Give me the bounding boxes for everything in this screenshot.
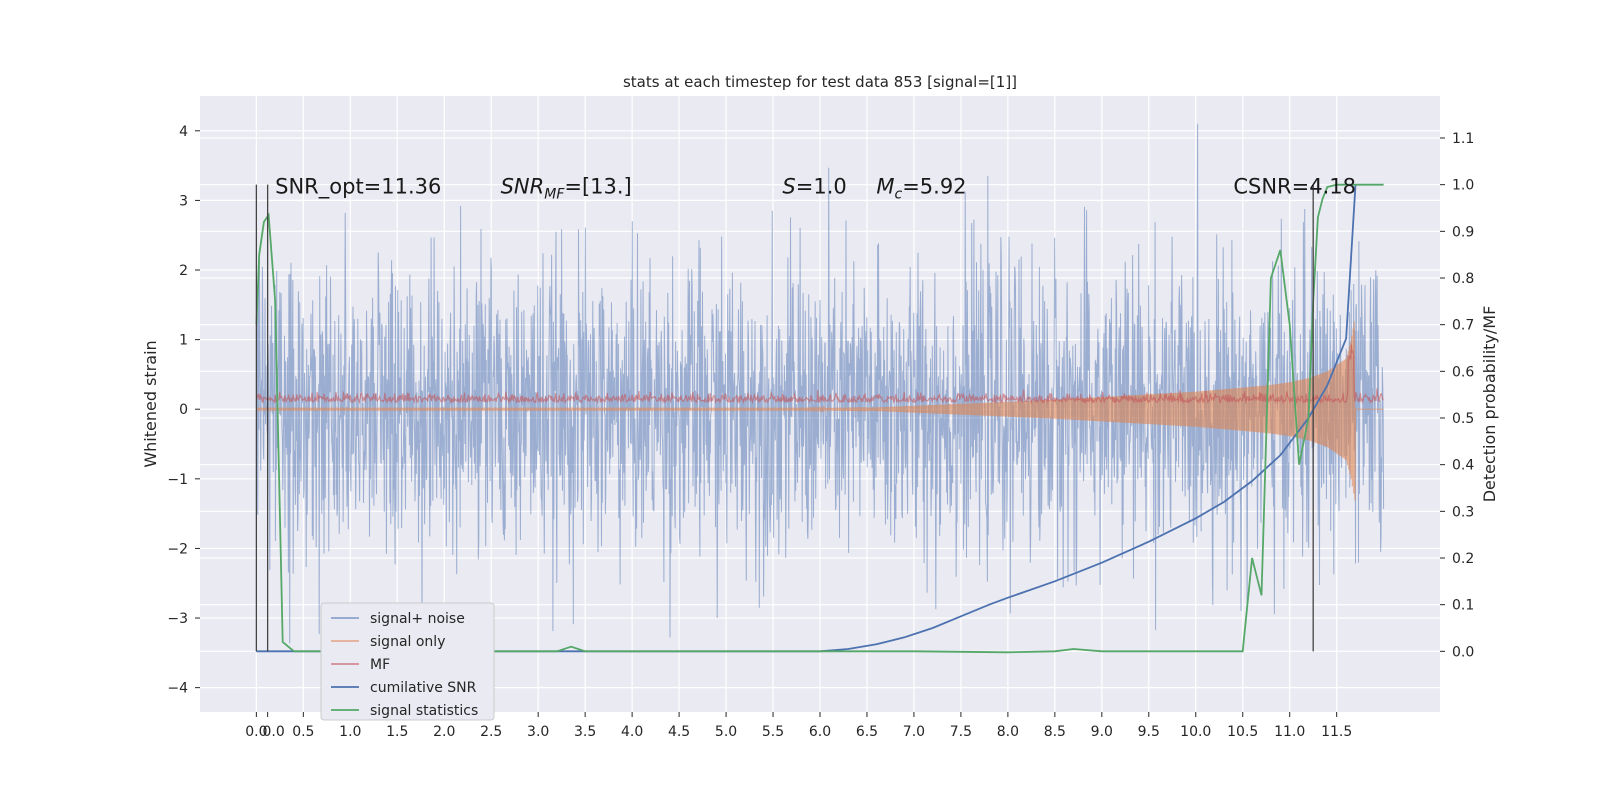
axis-layer: 0.0 0.5 1.0 1.5 2.0 2.5 3.0 3.5 4.0 4.5 5.0 5.5 6.0 6…	[167, 124, 1474, 740]
x-tick-label: 11.0	[1274, 724, 1305, 740]
y-axis-right-label: Detection probability/MF	[1480, 306, 1499, 503]
x-tick-label: 4.5	[668, 724, 690, 740]
annotation-text: SNRMF=[13.]	[501, 174, 632, 202]
x-tick-label: 6.0	[809, 724, 831, 740]
y-right-tick-label: 0.4	[1452, 458, 1474, 474]
legend-label: MF	[370, 657, 390, 673]
legend-label: signal statistics	[370, 703, 478, 719]
x-tick-label: 10.5	[1227, 724, 1258, 740]
x-tick-label: 1.0	[339, 724, 361, 740]
y-left-tick-label: 3	[179, 193, 188, 209]
x-tick-label: 3.5	[574, 724, 596, 740]
annotation-text: Mc=5.92	[876, 174, 966, 202]
series-mf	[255, 344, 1384, 405]
x-tick-label: 7.0	[903, 724, 925, 740]
y-left-tick-label: 4	[179, 124, 188, 140]
x-tick-label: 6.5	[856, 724, 878, 740]
x-tick-label: 5.0	[715, 724, 737, 740]
y-left-tick-label: −4	[167, 681, 188, 697]
y-right-tick-label: 1.1	[1452, 131, 1474, 147]
x-tick-label: 11.5	[1321, 724, 1352, 740]
y-right-tick-label: 0.2	[1452, 551, 1474, 567]
x-tick-label: 0.0	[245, 724, 267, 740]
y-right-tick-label: 0.8	[1452, 271, 1474, 287]
x-tick-label: 3.0	[527, 724, 549, 740]
x-tick-label: 5.5	[762, 724, 784, 740]
x-tick-label: 2.5	[480, 724, 502, 740]
y-left-tick-label: −1	[167, 472, 188, 488]
x-tick-label: 9.0	[1091, 724, 1113, 740]
y-axis-left-label: Whitened strain	[141, 340, 160, 467]
annotation-text: CSNR=4.18	[1233, 174, 1356, 198]
y-right-tick-label: 0.1	[1452, 598, 1474, 614]
y-right-tick-label: 0.9	[1452, 224, 1474, 240]
x-tick-label: 2.0	[433, 724, 455, 740]
y-left-tick-label: 2	[179, 263, 188, 279]
annotation-layer: SNR_opt=11.36 SNRMF=[13.] S=1.0 Mc=5.92 CSNR…	[255, 174, 1356, 652]
legend: signal+ noise signal only MF cumilative SNR…	[320, 602, 495, 721]
annotation-text: S=1.0	[782, 174, 846, 198]
legend-label: cumilative SNR	[370, 680, 477, 696]
x-tick-label: 8.0	[997, 724, 1019, 740]
x-tick-label: 4.0	[621, 724, 643, 740]
y-right-tick-label: 0.6	[1452, 364, 1474, 380]
y-right-tick-label: 0.3	[1452, 504, 1474, 520]
x-tick-label: 0.0	[263, 724, 285, 740]
y-right-tick-label: 0.7	[1452, 318, 1474, 334]
chart-title: stats at each timestep for test data 853…	[623, 73, 1017, 91]
y-left-tick-label: −3	[167, 611, 188, 627]
y-right-tick-label: 0.5	[1452, 411, 1474, 427]
y-left-tick-label: 1	[179, 333, 188, 349]
x-tick-label: 10.0	[1180, 724, 1211, 740]
x-tick-label: 7.5	[950, 724, 972, 740]
x-tick-label: 0.5	[292, 724, 314, 740]
series-signal-noise	[255, 123, 1385, 644]
y-left-tick-label: −2	[167, 541, 188, 557]
annotation-text: SNR_opt=11.36	[275, 174, 441, 199]
legend-box	[320, 602, 495, 721]
x-tick-label: 8.5	[1044, 724, 1066, 740]
x-tick-label: 1.5	[386, 724, 408, 740]
y-right-tick-label: 1.0	[1452, 178, 1474, 194]
legend-label: signal only	[370, 634, 445, 650]
legend-label: signal+ noise	[370, 611, 465, 627]
y-right-tick-label: 0.0	[1452, 644, 1474, 660]
y-left-tick-label: 0	[179, 402, 188, 418]
x-tick-label: 9.5	[1138, 724, 1160, 740]
